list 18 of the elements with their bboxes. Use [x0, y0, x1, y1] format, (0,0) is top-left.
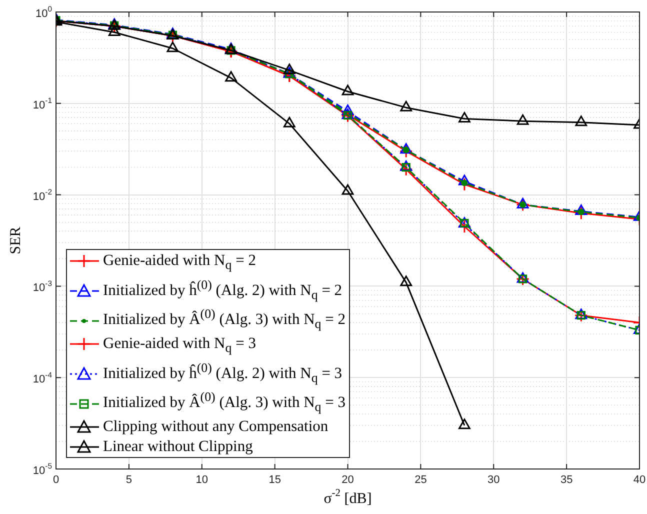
x-tick-label: 25	[414, 474, 427, 486]
legend-label: Genie-aided with N$_{q}$ = 2	[103, 252, 256, 272]
legend-label: Clipping without any Compensation	[103, 418, 328, 435]
x-tick-label: 20	[342, 474, 354, 486]
x-tick-label: 35	[560, 474, 573, 486]
x-tick-label: 40	[633, 474, 646, 486]
legend-label: Initialized by ĥ$^{(0)}$ (Alg. 2) with N$_{q}$ = 3	[103, 360, 342, 385]
x-tick-label: 0	[52, 474, 60, 486]
x-tick-label: 30	[488, 474, 500, 486]
legend-label: Initialized by Â$^{(0)}$ (Alg. 3) with N$_{q}$ = 3	[103, 389, 346, 414]
legend-label: Linear without Clipping	[103, 438, 253, 454]
x-tick-label: 15	[268, 474, 281, 486]
x-tick-label: 10	[196, 474, 208, 486]
y-axis-title: SER	[8, 226, 24, 254]
legend-label: Genie-aided with N$_{q}$ = 3	[103, 334, 256, 355]
legend-label: Initialized by Â$^{(0)}$ (Alg. 3) with N$_{q}$ = 2	[103, 306, 346, 332]
legend-label: Initialized by ĥ$^{(0)}$ (Alg. 2) with N$_{q}$ = 2	[103, 276, 342, 302]
x-tick-label: 5	[126, 474, 132, 486]
